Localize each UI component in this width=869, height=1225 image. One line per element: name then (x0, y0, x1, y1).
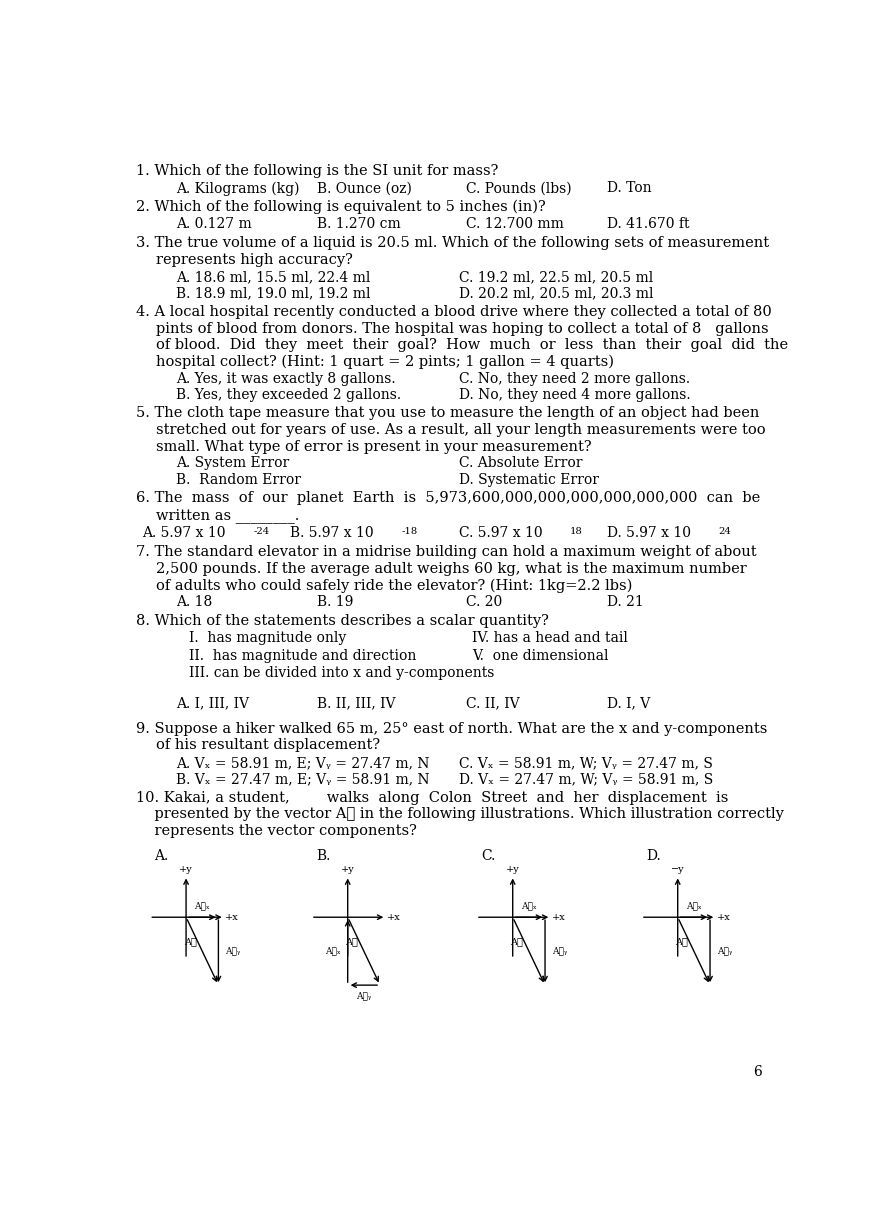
Text: D. 41.670 ft: D. 41.670 ft (607, 217, 689, 232)
Text: IV. has a head and tail: IV. has a head and tail (473, 631, 628, 646)
Text: D. 5.97 x 10: D. 5.97 x 10 (607, 526, 691, 540)
Text: A. 0.127 m: A. 0.127 m (176, 217, 252, 232)
Text: I.  has magnitude only: I. has magnitude only (189, 631, 347, 646)
Text: C. No, they need 2 more gallons.: C. No, they need 2 more gallons. (459, 371, 690, 386)
Text: 10. Kakai, a student,        walks  along  Colon  Street  and  her  displacement: 10. Kakai, a student, walks along Colon … (136, 790, 728, 805)
Text: A. System Error: A. System Error (176, 457, 289, 470)
Text: +x: +x (387, 913, 401, 921)
Text: 24: 24 (718, 527, 731, 537)
Text: -18: -18 (401, 527, 418, 537)
Text: D. 21: D. 21 (607, 595, 644, 609)
Text: A. Vₓ = 58.91 m, E; Vᵧ = 27.47 m, N: A. Vₓ = 58.91 m, E; Vᵧ = 27.47 m, N (176, 756, 429, 769)
Text: A⃗ₓ: A⃗ₓ (325, 947, 341, 956)
Text: A. Kilograms (kg): A. Kilograms (kg) (176, 181, 300, 196)
Text: +x: +x (552, 913, 566, 921)
Text: II.  has magnitude and direction: II. has magnitude and direction (189, 649, 417, 663)
Text: C. Pounds (lbs): C. Pounds (lbs) (466, 181, 571, 196)
Text: written as ________.: written as ________. (156, 508, 299, 523)
Text: -24: -24 (254, 527, 269, 537)
Text: B. 19: B. 19 (317, 595, 354, 609)
Text: D.: D. (647, 849, 661, 862)
Text: A⃗: A⃗ (510, 937, 523, 947)
Text: 2. Which of the following is equivalent to 5 inches (in)?: 2. Which of the following is equivalent … (136, 200, 546, 214)
Text: C.: C. (481, 849, 495, 862)
Text: A. I, III, IV: A. I, III, IV (176, 697, 249, 710)
Text: B. II, III, IV: B. II, III, IV (317, 697, 396, 710)
Text: A. 18: A. 18 (176, 595, 212, 609)
Text: A⃗ₓ: A⃗ₓ (521, 902, 537, 910)
Text: 18: 18 (570, 527, 583, 537)
Text: C. Vₓ = 58.91 m, W; Vᵧ = 27.47 m, S: C. Vₓ = 58.91 m, W; Vᵧ = 27.47 m, S (459, 756, 713, 769)
Text: D. Ton: D. Ton (607, 181, 652, 196)
Text: stretched out for years of use. As a result, all your length measurements were t: stretched out for years of use. As a res… (156, 423, 766, 437)
Text: D. Systematic Error: D. Systematic Error (459, 473, 599, 488)
Text: A⃗ᵧ: A⃗ᵧ (552, 947, 567, 956)
Text: pints of blood from donors. The hospital was hoping to collect a total of 8   ga: pints of blood from donors. The hospital… (156, 322, 768, 336)
Text: A⃗ᵧ: A⃗ᵧ (356, 992, 371, 1001)
Text: represents the vector components?: represents the vector components? (136, 824, 416, 838)
Text: hospital collect? (Hint: 1 quart = 2 pints; 1 gallon = 4 quarts): hospital collect? (Hint: 1 quart = 2 pin… (156, 355, 614, 369)
Text: of blood.  Did  they  meet  their  goal?  How  much  or  less  than  their  goal: of blood. Did they meet their goal? How … (156, 338, 788, 353)
Text: B.  Random Error: B. Random Error (176, 473, 301, 488)
Text: B. Vₓ = 27.47 m, E; Vᵧ = 58.91 m, N: B. Vₓ = 27.47 m, E; Vᵧ = 58.91 m, N (176, 773, 429, 786)
Text: 3. The true volume of a liquid is 20.5 ml. Which of the following sets of measur: 3. The true volume of a liquid is 20.5 m… (136, 236, 769, 250)
Text: A⃗: A⃗ (345, 937, 358, 947)
Text: III. can be divided into x and y-components: III. can be divided into x and y-compone… (189, 666, 494, 680)
Text: 8. Which of the statements describes a scalar quantity?: 8. Which of the statements describes a s… (136, 614, 548, 628)
Text: C. II, IV: C. II, IV (466, 697, 519, 710)
Text: B.: B. (316, 849, 330, 862)
Text: presented by the vector A⃗ in the following illustrations. Which illustration co: presented by the vector A⃗ in the follow… (136, 807, 784, 821)
Text: B. Ounce (oz): B. Ounce (oz) (317, 181, 412, 196)
Text: 6: 6 (753, 1065, 762, 1079)
Text: C. 20: C. 20 (466, 595, 501, 609)
Text: A⃗: A⃗ (675, 937, 688, 947)
Text: small. What type of error is present in your measurement?: small. What type of error is present in … (156, 440, 592, 453)
Text: 6. The  mass  of  our  planet  Earth  is  5,973,600,000,000,000,000,000,000  can: 6. The mass of our planet Earth is 5,973… (136, 491, 760, 505)
Text: A⃗ᵧ: A⃗ᵧ (225, 947, 241, 956)
Text: 2,500 pounds. If the average adult weighs 60 kg, what is the maximum number: 2,500 pounds. If the average adult weigh… (156, 562, 746, 576)
Text: C. 5.97 x 10: C. 5.97 x 10 (459, 526, 542, 540)
Text: A⃗: A⃗ (183, 937, 196, 947)
Text: B. 5.97 x 10: B. 5.97 x 10 (290, 526, 374, 540)
Text: B. 18.9 ml, 19.0 ml, 19.2 ml: B. 18.9 ml, 19.0 ml, 19.2 ml (176, 287, 370, 301)
Text: A⃗ₓ: A⃗ₓ (195, 902, 210, 910)
Text: +x: +x (717, 913, 731, 921)
Text: A⃗ᵧ: A⃗ᵧ (717, 947, 732, 956)
Text: C. 19.2 ml, 22.5 ml, 20.5 ml: C. 19.2 ml, 22.5 ml, 20.5 ml (459, 271, 653, 284)
Text: 7. The standard elevator in a midrise building can hold a maximum weight of abou: 7. The standard elevator in a midrise bu… (136, 545, 756, 559)
Text: B. Yes, they exceeded 2 gallons.: B. Yes, they exceeded 2 gallons. (176, 388, 401, 402)
Text: A.: A. (155, 849, 169, 862)
Text: +x: +x (225, 913, 239, 921)
Text: C. Absolute Error: C. Absolute Error (459, 457, 582, 470)
Text: −y: −y (671, 865, 685, 875)
Text: 4. A local hospital recently conducted a blood drive where they collected a tota: 4. A local hospital recently conducted a… (136, 305, 772, 318)
Text: of his resultant displacement?: of his resultant displacement? (156, 739, 380, 752)
Text: of adults who could safely ride the elevator? (Hint: 1kg=2.2 lbs): of adults who could safely ride the elev… (156, 578, 632, 593)
Text: D. I, V: D. I, V (607, 697, 650, 710)
Text: V.  one dimensional: V. one dimensional (473, 649, 609, 663)
Text: +y: +y (506, 865, 520, 875)
Text: 1. Which of the following is the SI unit for mass?: 1. Which of the following is the SI unit… (136, 164, 498, 178)
Text: D. No, they need 4 more gallons.: D. No, they need 4 more gallons. (459, 388, 691, 402)
Text: A⃗ₓ: A⃗ₓ (686, 902, 702, 910)
Text: D. Vₓ = 27.47 m, W; Vᵧ = 58.91 m, S: D. Vₓ = 27.47 m, W; Vᵧ = 58.91 m, S (459, 773, 713, 786)
Text: D. 20.2 ml, 20.5 ml, 20.3 ml: D. 20.2 ml, 20.5 ml, 20.3 ml (459, 287, 653, 301)
Text: A. Yes, it was exactly 8 gallons.: A. Yes, it was exactly 8 gallons. (176, 371, 395, 386)
Text: A. 5.97 x 10: A. 5.97 x 10 (143, 526, 226, 540)
Text: C. 12.700 mm: C. 12.700 mm (466, 217, 563, 232)
Text: 9. Suppose a hiker walked 65 m, 25° east of north. What are the x and y-componen: 9. Suppose a hiker walked 65 m, 25° east… (136, 722, 767, 736)
Text: represents high accuracy?: represents high accuracy? (156, 252, 353, 267)
Text: +y: +y (341, 865, 355, 875)
Text: B. 1.270 cm: B. 1.270 cm (317, 217, 401, 232)
Text: 5. The cloth tape measure that you use to measure the length of an object had be: 5. The cloth tape measure that you use t… (136, 407, 759, 420)
Text: +y: +y (179, 865, 193, 875)
Text: A. 18.6 ml, 15.5 ml, 22.4 ml: A. 18.6 ml, 15.5 ml, 22.4 ml (176, 271, 370, 284)
